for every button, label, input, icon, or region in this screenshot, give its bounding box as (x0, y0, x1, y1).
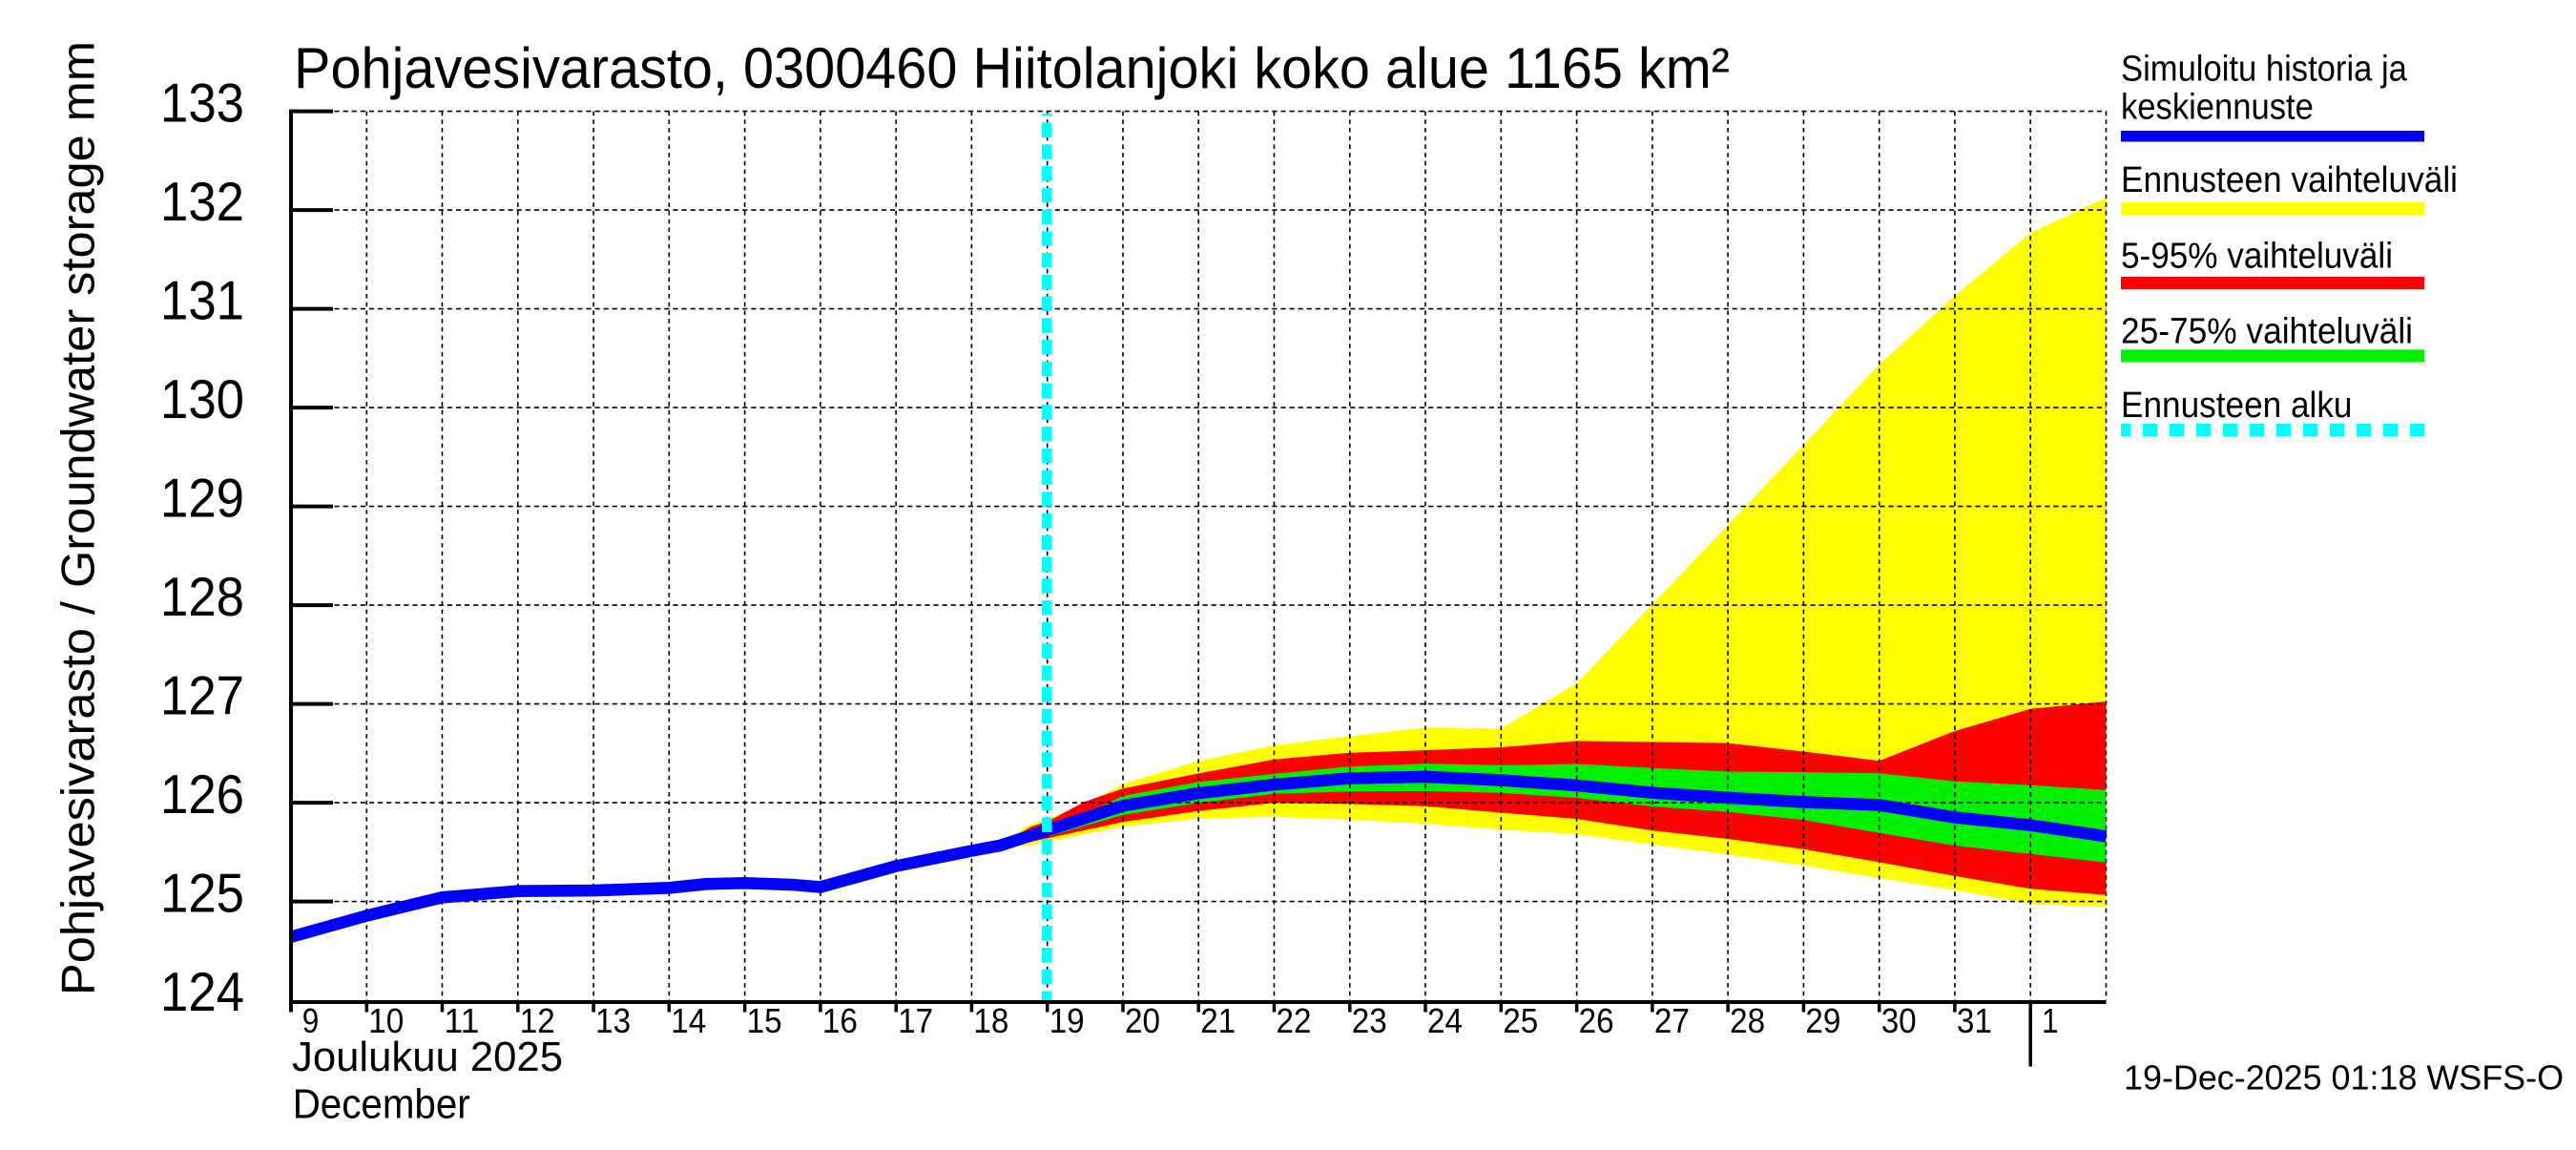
svg-text:Pohjavesivarasto, 0300460 Hiit: Pohjavesivarasto, 0300460 Hiitolanjoki k… (294, 36, 1730, 100)
svg-text:17: 17 (898, 1001, 933, 1040)
svg-text:11: 11 (445, 1001, 480, 1040)
svg-text:20: 20 (1125, 1001, 1160, 1040)
svg-text:124: 124 (160, 962, 244, 1023)
svg-text:126: 126 (160, 764, 244, 826)
svg-text:127: 127 (160, 666, 244, 727)
svg-text:keskiennuste: keskiennuste (2121, 88, 2314, 128)
svg-text:10: 10 (368, 1001, 404, 1040)
svg-text:21: 21 (1200, 1001, 1236, 1040)
svg-text:1: 1 (2042, 1001, 2059, 1040)
svg-text:23: 23 (1352, 1001, 1387, 1040)
svg-text:130: 130 (160, 369, 244, 430)
svg-text:28: 28 (1730, 1001, 1765, 1040)
svg-text:29: 29 (1805, 1001, 1840, 1040)
svg-text:Ennusteen alku: Ennusteen alku (2121, 386, 2353, 426)
svg-text:Joulukuu 2025: Joulukuu 2025 (292, 1034, 563, 1080)
svg-text:27: 27 (1654, 1001, 1690, 1040)
svg-text:24: 24 (1427, 1001, 1463, 1040)
svg-text:13: 13 (595, 1001, 631, 1040)
svg-text:30: 30 (1881, 1001, 1917, 1040)
svg-text:Ennusteen vaihteluväli: Ennusteen vaihteluväli (2121, 160, 2458, 200)
svg-text:31: 31 (1957, 1001, 1992, 1040)
svg-text:19: 19 (1049, 1001, 1085, 1040)
svg-text:Simuloitu historia ja: Simuloitu historia ja (2121, 50, 2408, 90)
svg-text:5-95% vaihteluväli: 5-95% vaihteluväli (2121, 237, 2393, 277)
svg-text:12: 12 (520, 1001, 555, 1040)
svg-text:133: 133 (160, 73, 244, 135)
svg-text:129: 129 (160, 469, 244, 530)
svg-text:26: 26 (1579, 1001, 1614, 1040)
svg-text:22: 22 (1277, 1001, 1312, 1040)
svg-text:25-75% vaihteluväli: 25-75% vaihteluväli (2121, 312, 2413, 352)
svg-text:9: 9 (302, 1001, 320, 1040)
svg-text:25: 25 (1503, 1001, 1538, 1040)
svg-text:December: December (293, 1081, 470, 1128)
svg-text:18: 18 (973, 1001, 1008, 1040)
svg-text:125: 125 (160, 864, 244, 925)
svg-text:15: 15 (747, 1001, 782, 1040)
svg-text:131: 131 (160, 271, 244, 332)
svg-text:14: 14 (671, 1001, 706, 1040)
svg-text:19-Dec-2025 01:18 WSFS-O: 19-Dec-2025 01:18 WSFS-O (2124, 1057, 2564, 1097)
svg-text:128: 128 (160, 567, 244, 628)
svg-text:132: 132 (160, 172, 244, 233)
svg-text:Pohjavesivarasto / Groundwater: Pohjavesivarasto / Groundwater storage m… (53, 41, 105, 995)
svg-text:16: 16 (822, 1001, 858, 1040)
